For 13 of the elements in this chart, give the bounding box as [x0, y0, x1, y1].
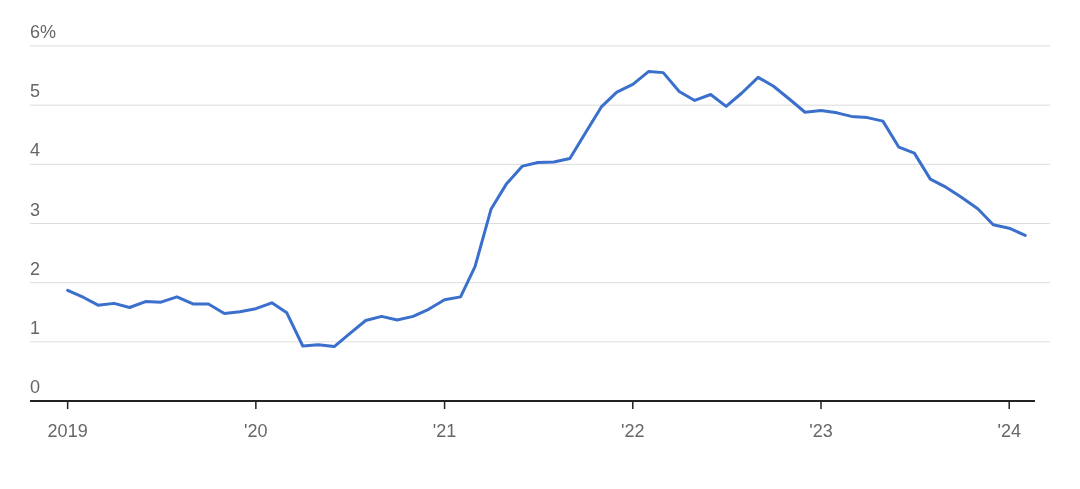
y-tick-label: 4 [30, 140, 41, 161]
x-tick-label: 2019 [47, 421, 88, 441]
y-tick-label: 2 [30, 258, 41, 279]
x-tick-label: '24 [997, 421, 1021, 441]
y-tick-label: 1 [30, 317, 41, 338]
y-tick-label: 6% [30, 22, 57, 42]
x-tick-label: '20 [244, 421, 268, 441]
x-tick-label: '22 [621, 421, 645, 441]
y-tick-label: 5 [30, 81, 41, 102]
x-tick-label: '21 [432, 421, 457, 441]
x-tick-label: '23 [809, 421, 833, 441]
y-tick-label: 0 [30, 377, 41, 397]
y-tick-label: 3 [30, 199, 41, 220]
